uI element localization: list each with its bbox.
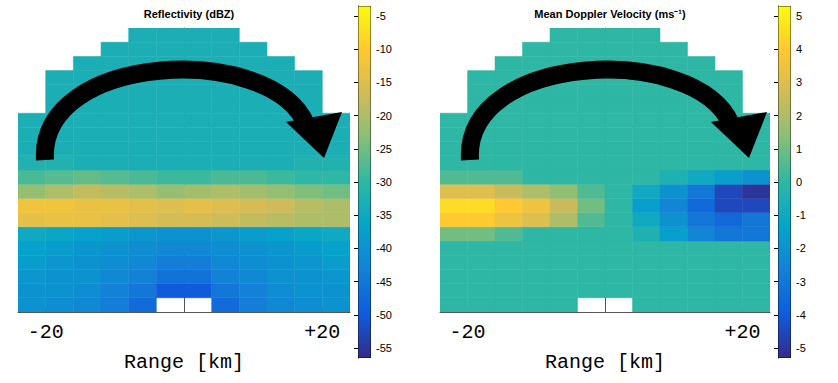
svg-text:3: 3 [796,76,802,88]
svg-text:Range [km]: Range [km] [124,351,244,374]
svg-text:-20: -20 [449,321,485,344]
svg-text:-15: -15 [376,76,392,88]
svg-text:-20: -20 [376,110,392,122]
svg-text:-5: -5 [376,10,386,22]
svg-text:-35: -35 [376,209,392,221]
svg-text:+20: +20 [304,321,340,344]
svg-text:4: 4 [796,43,802,55]
svg-text:-1: -1 [796,209,806,221]
svg-text:-5: -5 [796,342,806,354]
svg-text:-2: -2 [796,242,806,254]
svg-text:-10: -10 [376,43,392,55]
svg-text:Reflectivity (dBZ): Reflectivity (dBZ) [144,8,235,20]
svg-text:5: 5 [796,10,802,22]
svg-text:-3: -3 [796,276,806,288]
svg-text:-50: -50 [376,309,392,321]
svg-text:Range [km]: Range [km] [545,351,665,374]
svg-text:-20: -20 [28,321,64,344]
svg-text:Mean Doppler Velocity (ms⁻¹): Mean Doppler Velocity (ms⁻¹) [534,8,686,20]
svg-text:-40: -40 [376,242,392,254]
svg-text:-30: -30 [376,176,392,188]
svg-text:2: 2 [796,110,802,122]
svg-text:1: 1 [796,143,802,155]
svg-text:-4: -4 [796,309,806,321]
svg-text:-45: -45 [376,276,392,288]
svg-text:-55: -55 [376,342,392,354]
svg-text:-25: -25 [376,143,392,155]
svg-text:0: 0 [796,176,802,188]
svg-text:+20: +20 [724,321,760,344]
